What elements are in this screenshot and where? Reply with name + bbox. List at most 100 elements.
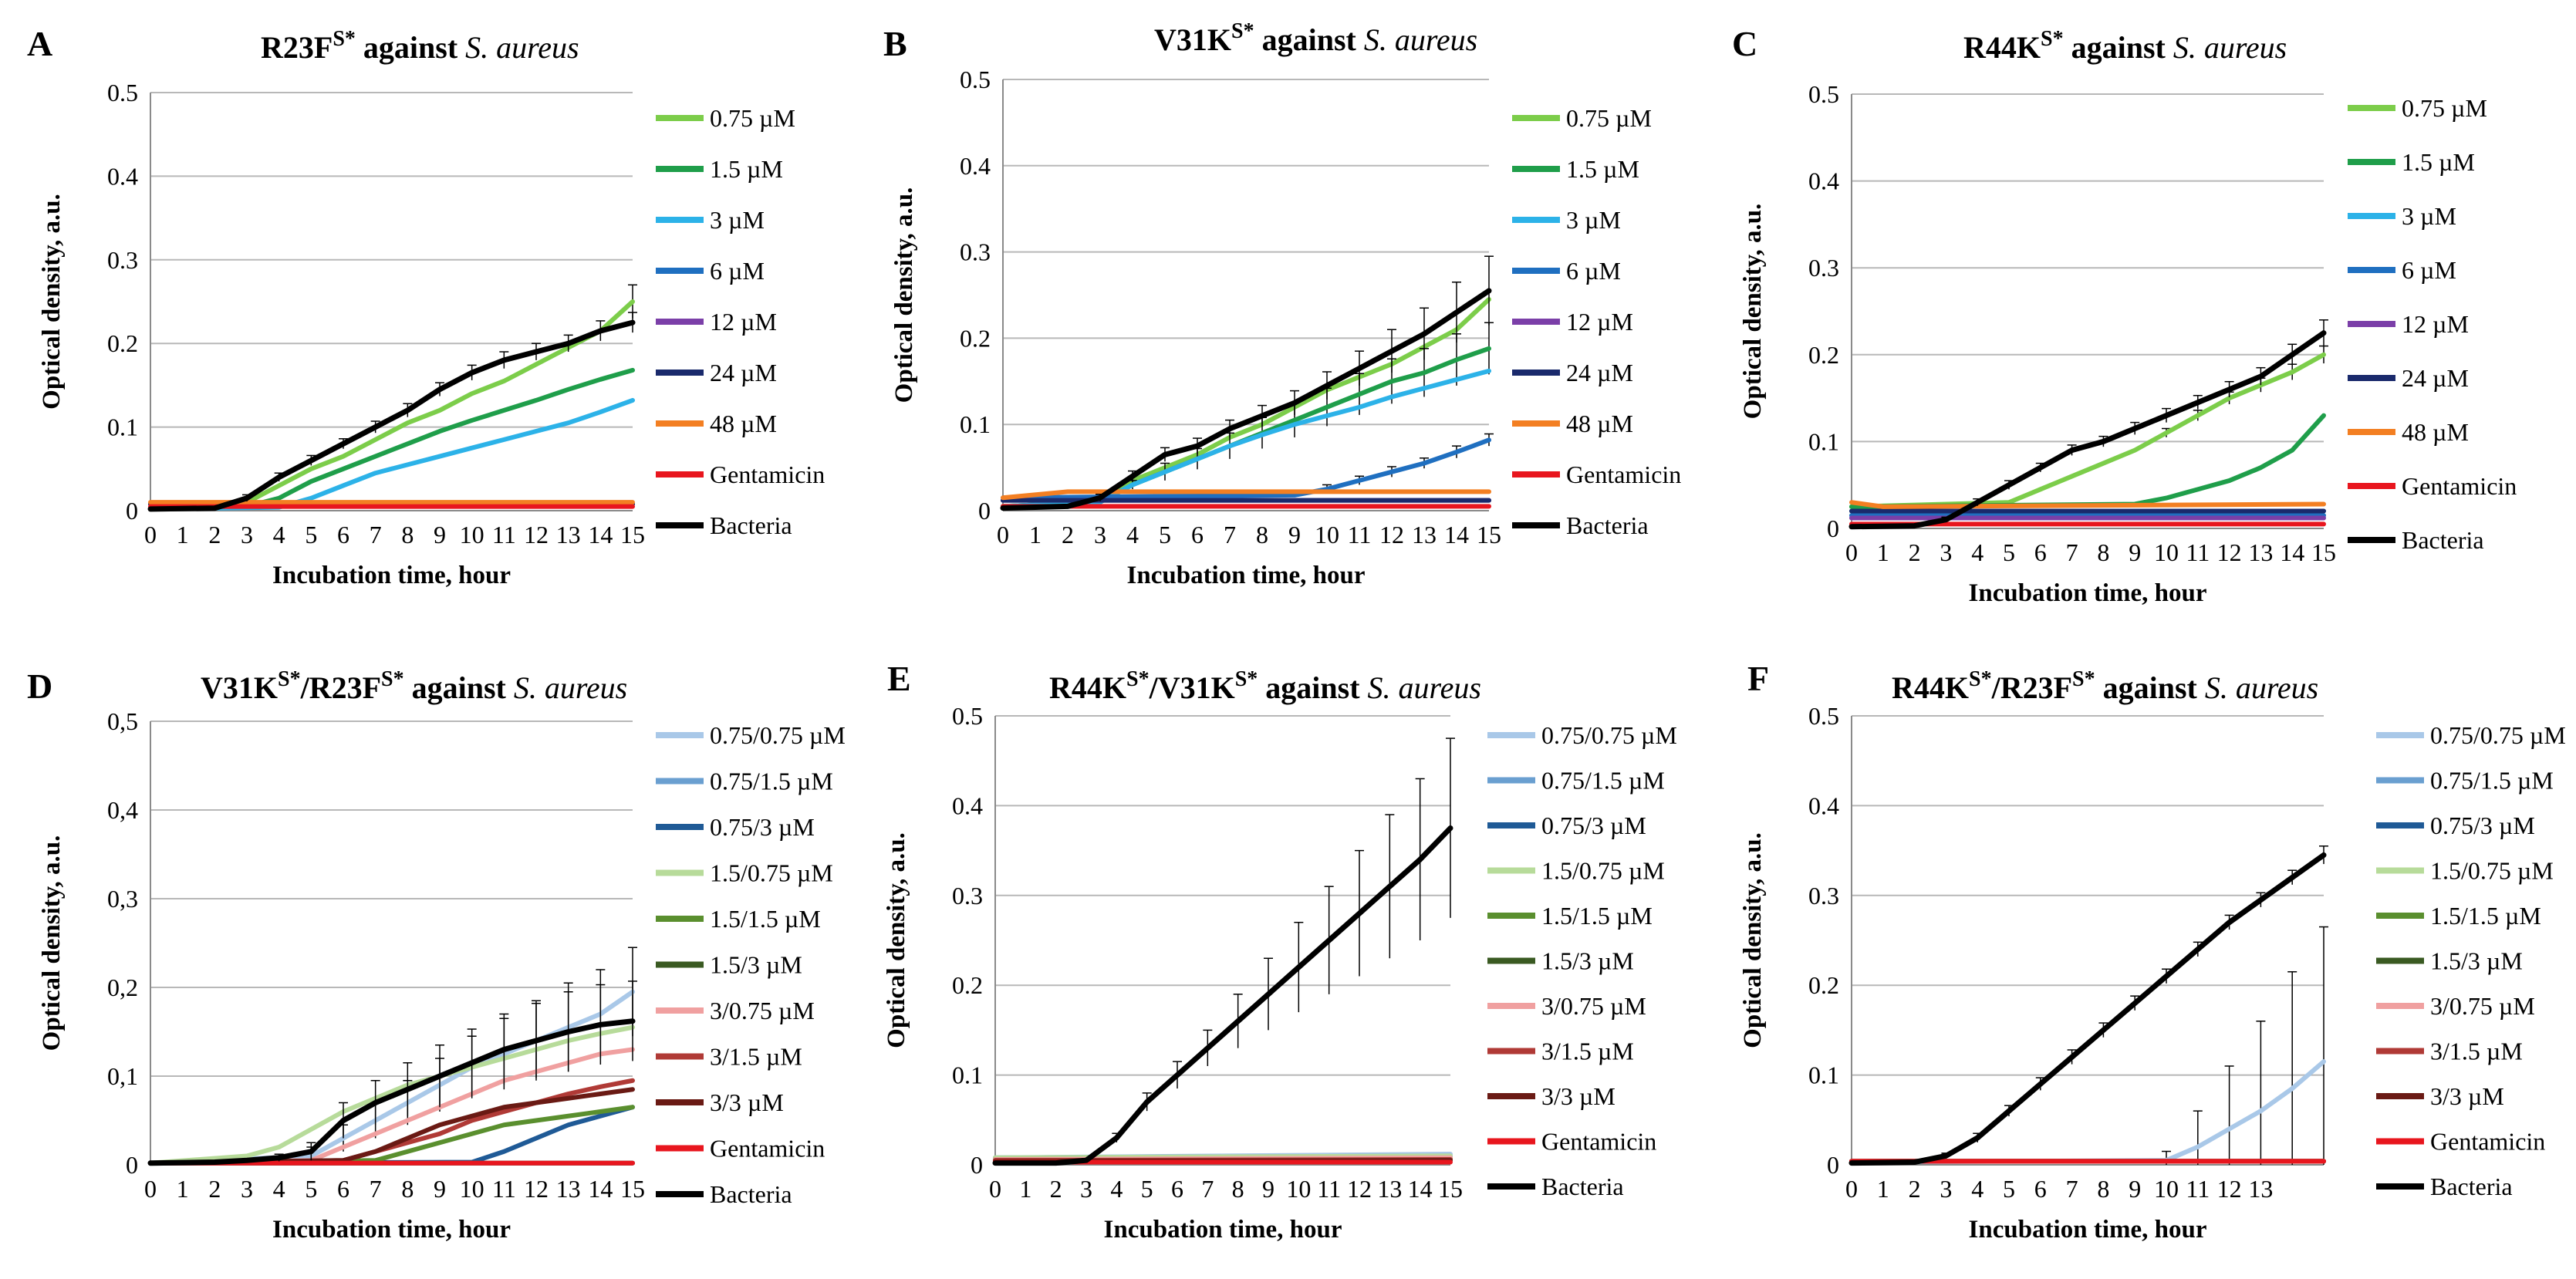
x-tick-label: 10: [1315, 521, 1339, 548]
x-tick-label: 2: [1050, 1175, 1062, 1203]
legend-label: 3/3 µM: [1541, 1082, 1615, 1110]
legend-label: 12 µM: [710, 308, 777, 336]
legend-label: Gentamicin: [1541, 1128, 1656, 1156]
title-part: R44K: [1049, 670, 1126, 705]
title-part: R44K: [1892, 670, 1969, 705]
y-tick-label: 0.2: [1808, 341, 1839, 369]
series-10: [1848, 845, 2328, 1166]
x-tick-label: 1: [1877, 1175, 1889, 1203]
x-tick-label: 1: [177, 1175, 189, 1203]
title-part: against: [363, 30, 465, 65]
panel-d: D V31KS*/R23FS* against S. aureus00,10,20…: [27, 666, 846, 1244]
title-part: R23F: [261, 30, 333, 65]
series-2: [1001, 368, 1491, 509]
y-tick-label: 0.5: [960, 66, 991, 93]
y-tick-label: 0.1: [960, 410, 991, 438]
series-line: [1849, 413, 2326, 509]
legend-label: 3/1.5 µM: [2430, 1038, 2523, 1065]
x-tick-label: 2: [1909, 538, 1921, 566]
title-part: /R23F: [1991, 670, 2072, 705]
x-tick-label: 0: [1845, 1175, 1858, 1203]
x-tick-label: 12: [524, 1175, 549, 1203]
legend-label: 3/1.5 µM: [1541, 1038, 1634, 1065]
y-tick-label: 0.1: [1808, 427, 1839, 455]
x-tick-label: 0: [1845, 538, 1858, 566]
title-part: against: [1258, 670, 1367, 705]
title-part: against: [1262, 22, 1364, 57]
title-part: against: [2071, 30, 2173, 65]
x-tick-label: 9: [434, 521, 446, 548]
x-tick-label: 9: [1262, 1175, 1274, 1203]
legend-label: 1.5/1.5 µM: [1541, 902, 1653, 930]
x-tick-label: 0: [989, 1175, 1001, 1203]
x-tick-label: 3: [241, 1175, 253, 1203]
legend-label: 12 µM: [1566, 308, 1633, 336]
x-tick-label: 6: [337, 1175, 349, 1203]
legend-label: 0.75 µM: [710, 104, 795, 132]
series-line: [1001, 346, 1491, 509]
chart-title: V31KS* against S. aureus: [1154, 19, 1477, 57]
x-tick-label: 8: [1232, 1175, 1244, 1203]
series-line: [148, 989, 635, 1166]
legend-label: 3 µM: [1566, 206, 1621, 234]
x-tick-label: 3: [1940, 538, 1952, 566]
series-line: [1001, 368, 1491, 509]
x-tick-label: 11: [2186, 538, 2210, 566]
legend-label: 48 µM: [710, 410, 777, 437]
x-tick-label: 12: [1347, 1175, 1372, 1203]
legend-label: 1.5/0.75 µM: [1541, 857, 1665, 885]
x-tick-label: 0: [144, 521, 157, 548]
x-tick-label: 13: [556, 1175, 581, 1203]
legend-label: 0.75/3 µM: [2430, 812, 2535, 839]
panel-letter: A: [27, 24, 52, 63]
panel-letter: B: [883, 24, 907, 63]
legend-label: 0.75/3 µM: [710, 813, 815, 841]
x-tick-label: 6: [337, 521, 349, 548]
chart-title: V31KS*/R23FS* against S. aureus: [201, 667, 627, 705]
y-tick-label: 0.4: [960, 152, 991, 180]
legend-label: 6 µM: [2402, 256, 2456, 284]
y-axis-label: Optical density, a.u.: [38, 835, 66, 1051]
x-tick-label: 6: [2034, 1175, 2047, 1203]
x-tick-label: 10: [2154, 1175, 2179, 1203]
x-tick-label: 7: [2066, 1175, 2078, 1203]
series-line: [1000, 288, 1492, 511]
series-line: [148, 1105, 635, 1166]
x-tick-label: 11: [492, 1175, 516, 1203]
x-axis-label: Incubation time, hour: [1127, 562, 1366, 589]
legend-label: 1.5/3 µM: [1541, 947, 1634, 975]
series-line: [148, 299, 635, 511]
series-line: [148, 1047, 635, 1166]
series-0: [148, 947, 637, 1166]
title-part: S*: [381, 667, 404, 691]
x-tick-label: 6: [2034, 538, 2047, 566]
series-line: [1848, 330, 2327, 530]
series-line: [148, 397, 635, 511]
panel-b: B V31KS* against S. aureus 0 0.1 0.2 0.3 0.4 0.…: [883, 19, 1681, 589]
series-8: [147, 312, 637, 512]
x-tick-label: 13: [1377, 1175, 1402, 1203]
y-tick-label: 0: [971, 1151, 983, 1179]
x-tick-label: 9: [434, 1175, 446, 1203]
y-tick-label: 0,5: [107, 707, 138, 735]
legend-label: Bacteria: [1566, 511, 1649, 539]
y-tick-label: 0.1: [107, 413, 138, 441]
series-0: [1001, 297, 1491, 509]
y-tick-label: 0,2: [107, 974, 138, 1001]
x-tick-label: 1: [1877, 538, 1889, 566]
y-axis-label: Optical density, a.u.: [1739, 832, 1767, 1048]
y-tick-label: 0.5: [1808, 702, 1839, 730]
legend-label: 1.5 µM: [710, 155, 783, 183]
series-line: [148, 1087, 635, 1166]
x-tick-label: 4: [1110, 1175, 1123, 1203]
y-tick-label: 0.3: [960, 238, 991, 266]
x-tick-label: 0: [144, 1175, 157, 1203]
x-tick-label: 2: [208, 521, 221, 548]
title-part: S. aureus: [2173, 30, 2287, 65]
y-tick-label: 0: [126, 1151, 138, 1179]
x-tick-label: 5: [305, 1175, 317, 1203]
title-part: S. aureus: [514, 670, 627, 705]
legend-label: 0.75/3 µM: [1541, 812, 1646, 839]
series-6: [1849, 500, 2326, 509]
series-line: [1849, 500, 2326, 509]
